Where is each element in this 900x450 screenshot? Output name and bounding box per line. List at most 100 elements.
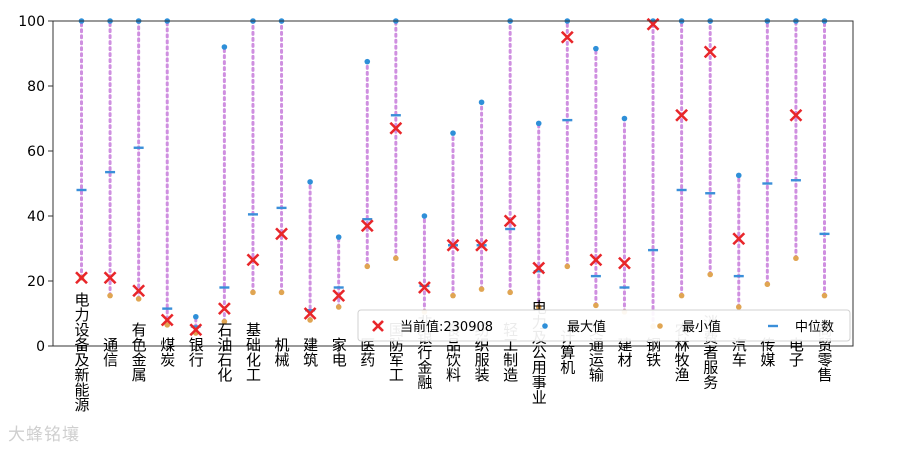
current-x-stroke	[389, 121, 403, 135]
current-x-stroke	[532, 261, 546, 275]
x-category-label: 电子	[787, 337, 805, 367]
current-value-mark	[560, 30, 574, 44]
min-point	[707, 271, 713, 278]
legend-x-stroke	[372, 320, 384, 332]
max-point	[221, 44, 228, 50]
x-category-label: 有色金属	[130, 322, 148, 382]
current-x-stroke	[217, 302, 231, 316]
current-value-mark	[189, 323, 203, 337]
x-category-label: 建材	[615, 337, 633, 367]
legend-marker-current	[372, 320, 384, 332]
current-value-mark	[389, 121, 403, 135]
max-point	[450, 130, 456, 136]
y-tick-label: 60	[27, 144, 45, 160]
x-category-label: 银行	[187, 337, 205, 368]
current-value-mark	[589, 253, 603, 267]
min-point	[221, 318, 228, 325]
min-point	[250, 289, 256, 296]
x-category-label: 家电	[330, 337, 348, 367]
current-x-stroke	[589, 253, 603, 267]
y-tick-label: 80	[27, 79, 45, 95]
current-value-mark	[160, 313, 174, 327]
x-category-label: 机械	[273, 337, 291, 367]
min-point	[107, 292, 113, 299]
x-category-label: 汽车	[730, 337, 748, 367]
legend-marker-dot	[542, 323, 548, 329]
current-value-mark	[475, 238, 488, 252]
min-point	[564, 263, 571, 270]
legend-marker-dot	[657, 323, 663, 329]
current-value-mark	[332, 289, 346, 303]
y-axis: 0 20 40 60 80 100	[18, 14, 53, 355]
y-tick-label: 0	[36, 339, 45, 355]
min-point	[764, 281, 771, 288]
current-x-stroke	[789, 108, 803, 122]
x-category-label: 钢铁	[644, 337, 662, 367]
current-value-mark	[132, 284, 146, 298]
current-x-stroke	[246, 253, 260, 267]
max-point	[364, 58, 371, 65]
current-value-mark	[360, 219, 374, 233]
legend-label: 中位数	[795, 320, 834, 335]
current-value-mark	[75, 271, 88, 285]
current-x-stroke	[475, 238, 488, 252]
current-x-stroke	[732, 232, 746, 246]
current-value-mark	[503, 214, 517, 228]
current-value-mark	[303, 307, 317, 320]
x-category-label: 建筑	[301, 337, 319, 368]
min-point	[335, 304, 342, 310]
current-value-mark	[418, 281, 431, 294]
min-point	[821, 292, 828, 299]
max-point	[478, 99, 485, 106]
max-point	[335, 234, 342, 240]
current-value-mark	[103, 271, 117, 285]
min-point	[307, 317, 313, 323]
current-x-stroke	[703, 45, 717, 59]
max-point	[735, 172, 742, 179]
max-point	[593, 45, 599, 52]
current-value-mark	[703, 45, 717, 59]
current-x-stroke	[360, 219, 374, 233]
legend-box	[357, 309, 851, 342]
current-x-stroke	[618, 256, 631, 270]
x-category-label: 医药	[358, 337, 376, 368]
y-tick-label: 100	[18, 14, 45, 30]
legend: 当前值:230908 最大值 最小值 中位数	[357, 309, 851, 342]
current-value-mark	[217, 302, 231, 316]
legend-label: 最大值	[567, 319, 606, 335]
current-value-mark	[446, 238, 460, 252]
current-x-stroke	[103, 271, 117, 285]
current-value-mark	[732, 232, 746, 246]
min-point	[507, 289, 513, 296]
current-x-stroke	[332, 289, 346, 303]
x-category-label: 电力设备及新能源	[73, 292, 91, 412]
legend-label: 最小值	[682, 319, 721, 335]
max-point	[535, 120, 542, 127]
current-x-stroke	[675, 108, 689, 122]
current-x-stroke	[446, 238, 460, 252]
legend-label: 当前值:230908	[400, 319, 493, 335]
min-point	[478, 286, 485, 292]
min-point	[678, 292, 685, 299]
current-x-stroke	[418, 281, 431, 294]
x-category-label: 传媒	[758, 337, 776, 367]
current-x-stroke	[560, 30, 574, 44]
current-value-mark	[532, 261, 546, 275]
y-tick-label: 40	[27, 209, 45, 225]
min-point	[535, 304, 542, 310]
min-point	[450, 292, 456, 299]
x-category-label: 煤炭	[158, 337, 176, 367]
x-category-label: 石油石化	[215, 322, 233, 382]
current-x-stroke	[275, 227, 288, 241]
current-x-stroke	[503, 214, 517, 228]
x-axis: 电力设备及新能源 通信 有色金属 煤炭 银行 石油石化 基础化工 机械 建筑 家电 医药 国防军工 非银…	[73, 292, 834, 412]
max-point	[193, 313, 199, 320]
current-value-mark	[246, 253, 260, 267]
current-x-stroke	[75, 271, 88, 285]
min-point	[393, 255, 399, 262]
min-point	[593, 302, 599, 309]
y-tick-label: 20	[27, 274, 45, 290]
min-point	[278, 289, 285, 296]
watermark-text: 大蜂铭壤	[8, 425, 80, 445]
